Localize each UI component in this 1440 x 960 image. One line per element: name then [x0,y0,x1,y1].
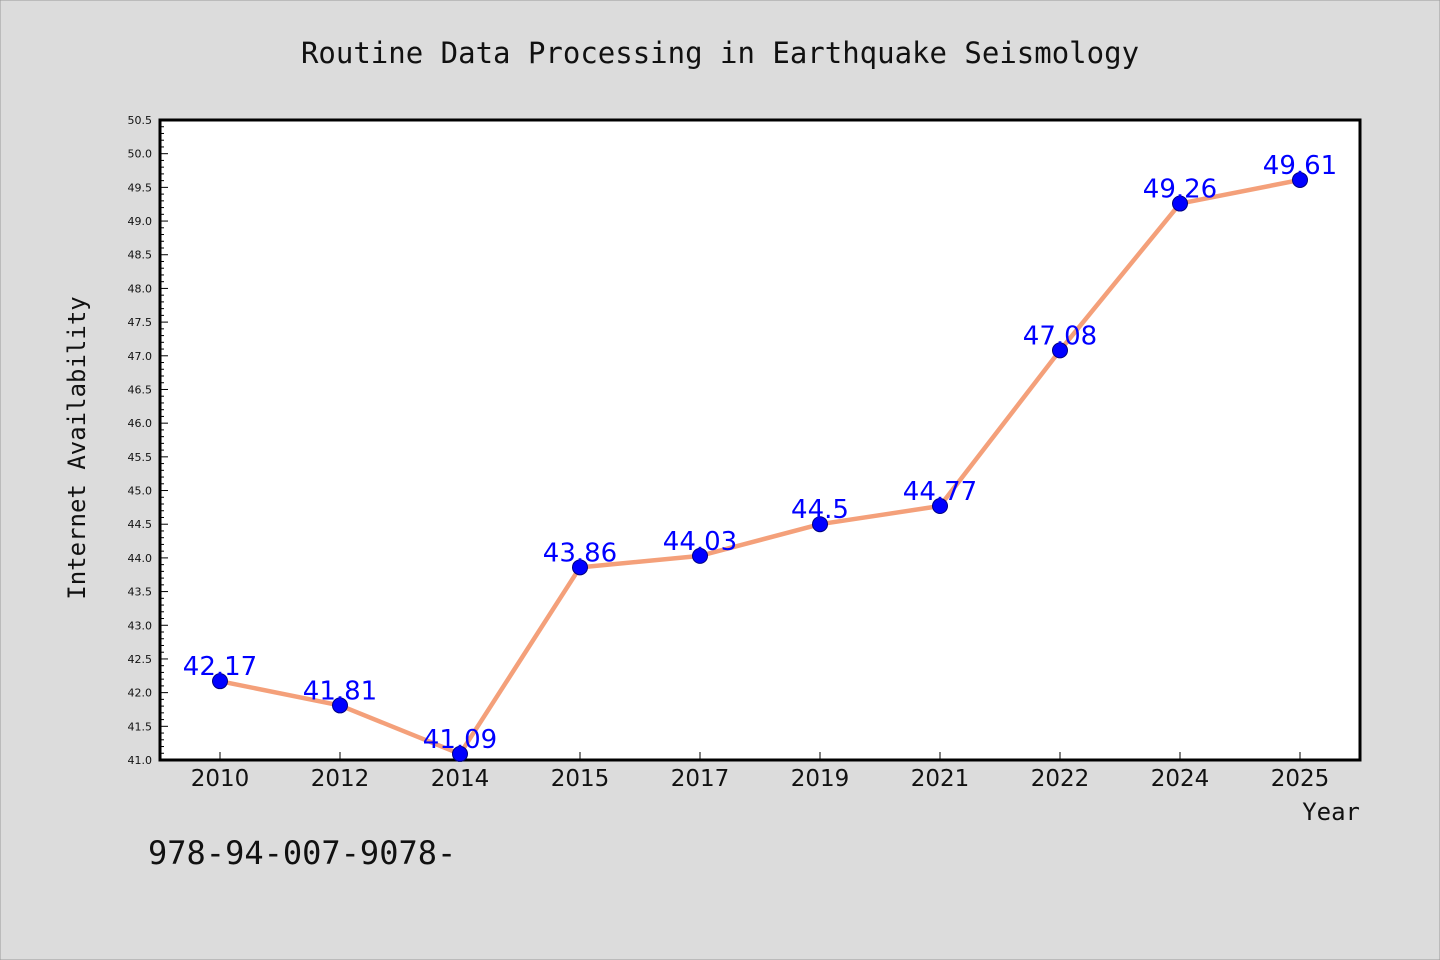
series-line [219,177,1301,757]
data-label: 42.17 [183,652,257,682]
y-tick-label: 44.5 [128,518,153,531]
y-tick-label: 43.5 [128,586,153,599]
data-labels: 42.17 41.81 41.09 43.86 44.03 44.5 44.77 47.08 4… [183,151,1337,755]
y-axis-label: Internet Availability [63,296,91,599]
y-tick-label: 42.0 [128,687,153,700]
y-tick-label: 50.5 [128,114,153,127]
y-axis: 41.0 41.5 42.0 42.5 43.0 43.5 44.0 44.5 45.0 45.5… [128,114,168,767]
data-label: 43.86 [543,538,617,568]
x-axis-label: Year [1302,798,1360,826]
data-point [212,673,228,690]
data-label: 44.03 [663,527,737,557]
data-label: 44.77 [903,477,977,507]
data-point [812,516,828,533]
chart-title: Routine Data Processing in Earthquake Se… [301,36,1139,70]
y-tick-label: 46.5 [128,383,153,396]
x-tick-label: 2015 [551,766,610,792]
x-tick-label: 2014 [431,766,490,792]
y-tick-label: 41.0 [128,754,153,767]
data-label: 49.61 [1263,151,1337,181]
data-label: 41.09 [423,725,497,755]
data-label: 49.26 [1143,175,1217,205]
x-tick-label: 2024 [1151,766,1210,792]
footer-text: 978-94-007-9078- [148,834,456,872]
x-tick-label: 2021 [911,766,970,792]
data-markers [212,171,1308,762]
y-tick-label: 47.5 [128,316,153,329]
y-tick-label: 50.0 [128,148,153,161]
y-tick-label: 49.5 [128,181,153,194]
y-tick-label: 45.0 [128,485,153,498]
data-point [1292,171,1308,188]
x-tick-label: 2022 [1031,766,1090,792]
y-tick-label: 42.5 [128,653,153,666]
data-label: 44.5 [791,495,849,525]
data-point [332,697,348,714]
y-tick-label: 45.5 [128,451,153,464]
y-tick-label: 43.0 [128,619,153,632]
y-tick-label: 49.0 [128,215,153,228]
y-tick-label: 46.0 [128,417,153,430]
x-tick-label: 2025 [1271,766,1330,792]
y-tick-label: 44.0 [128,552,153,565]
data-point [692,547,708,564]
x-tick-label: 2019 [791,766,850,792]
x-tick-label: 2012 [311,766,370,792]
data-point [1052,342,1068,359]
x-axis: 2010 2012 2014 2015 2017 2019 2021 2022 2024 2025 [191,752,1330,792]
data-label: 47.08 [1023,321,1097,351]
y-tick-label: 47.0 [128,350,153,363]
y-tick-label: 48.0 [128,282,153,295]
x-tick-label: 2017 [671,766,730,792]
x-tick-label: 2010 [191,766,250,792]
y-tick-label: 48.5 [128,249,153,262]
data-point [1172,195,1188,212]
y-tick-label: 41.5 [128,720,153,733]
data-point [932,498,948,515]
data-point [572,559,588,576]
data-label: 41.81 [303,676,377,706]
data-point [452,745,468,762]
plot-area [158,118,1362,762]
